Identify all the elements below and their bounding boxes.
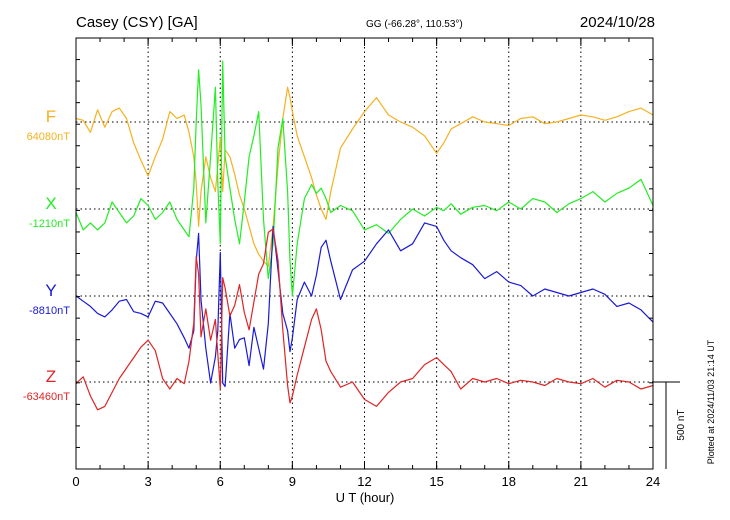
series-z-name: Z — [46, 367, 56, 386]
x-tick-label: 9 — [289, 474, 296, 489]
scale-label: 500 nT — [676, 409, 687, 440]
chart-title: Casey (CSY) [GA] — [76, 14, 198, 31]
x-tick-label: 21 — [574, 474, 588, 489]
scale-bar: 500 nT — [653, 381, 687, 469]
series-x-name: X — [45, 194, 56, 213]
series-y-name: Y — [45, 281, 56, 300]
series-z-baseline-label: -63460nT — [23, 391, 70, 403]
grid-lines — [147, 38, 582, 469]
series-x-baseline-label: -1210nT — [29, 218, 70, 230]
x-tick-label: 15 — [429, 474, 443, 489]
x-tick-label: 3 — [145, 474, 152, 489]
x-axis-label: U T (hour) — [336, 490, 395, 505]
series-f-baseline-label: 64080nT — [27, 131, 71, 143]
x-tick-label: 24 — [646, 474, 660, 489]
x-tick-label: 12 — [357, 474, 371, 489]
axis-ticks: 0 3 6 9 12 15 18 21 24 — [72, 38, 660, 489]
series-y-baseline-label: -8810nT — [29, 305, 70, 317]
series-lines — [75, 60, 654, 411]
chart-subtitle: GG (-66.28°, 110.53°) — [366, 19, 463, 30]
chart-date: 2024/10/28 — [580, 14, 655, 31]
series-f-name: F — [46, 107, 56, 126]
series-x-line — [75, 60, 654, 297]
x-tick-label: 18 — [502, 474, 516, 489]
plot-frame — [75, 37, 654, 470]
plotted-at-footer: Plotted at 2024/11/03 21:14 UT — [706, 339, 716, 464]
x-tick-label: 6 — [217, 474, 224, 489]
x-tick-label: 0 — [72, 474, 79, 489]
series-z-line — [75, 228, 654, 411]
baseline-lines — [76, 121, 653, 383]
series-labels: F 64080nT X -1210nT Y -8810nT Z -63460nT — [23, 107, 70, 403]
series-f-line — [75, 86, 654, 267]
